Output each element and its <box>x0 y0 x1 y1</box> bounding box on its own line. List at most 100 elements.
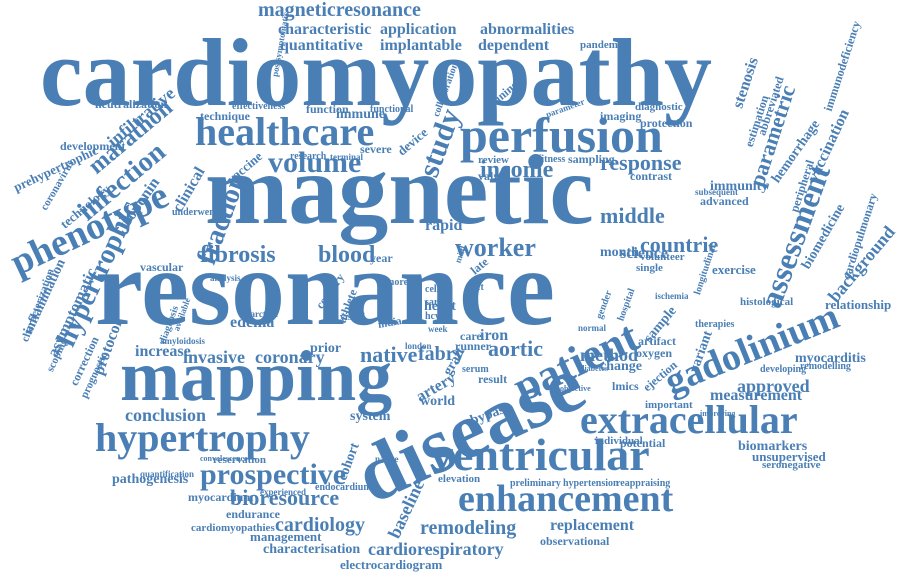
word-prospective: prospective <box>200 458 347 491</box>
word-therapies: therapies <box>695 319 735 330</box>
word-histological: histological <box>740 296 794 308</box>
word-gender: gender <box>594 289 615 321</box>
word-review: review <box>478 154 509 166</box>
word-function: function <box>306 102 349 116</box>
word-volunteer: volunteer <box>640 251 685 263</box>
word-system: system <box>350 409 391 424</box>
word-effectiveness: effectiveness <box>232 101 286 112</box>
word-world: world <box>420 394 455 409</box>
word-ventricular: ventricular <box>430 429 650 480</box>
word-quantification: quantification <box>140 469 195 479</box>
word-diabetes: diabetes <box>580 364 608 373</box>
word-bioresource: bioresource <box>230 485 340 510</box>
word-measurement: measurement <box>710 387 803 404</box>
word-electrocardiogram: electrocardiogram <box>340 557 443 572</box>
word-amyloidosis: amyloidosis <box>160 336 206 346</box>
word-countrie: countrie <box>640 232 719 257</box>
word-coronary: coronary <box>255 347 325 367</box>
word-seronegative: seronegative <box>762 459 821 471</box>
word-visual: visual <box>340 312 366 323</box>
word-cardiology: cardiology <box>275 514 365 536</box>
word-invasive: invasive <box>183 347 246 367</box>
word-runner: runner <box>455 339 491 353</box>
word-myocardium: myocardium <box>188 490 254 504</box>
word-characterisation: characterisation <box>263 542 361 557</box>
word-cell: cell <box>425 284 440 295</box>
word-hypertension: hypertension <box>563 478 619 489</box>
word-serum: serum <box>462 364 489 375</box>
word-immune: immune <box>336 107 385 122</box>
word-replacement: replacement <box>550 517 635 534</box>
word-heart: heart <box>424 299 456 314</box>
word-rapid: rapid <box>425 217 463 234</box>
word-dependent: dependent <box>478 37 550 54</box>
word-year: year <box>370 251 393 265</box>
word-more: more <box>386 277 409 288</box>
word-relationship: relationship <box>825 297 892 312</box>
word-mapping: mapping <box>120 336 393 416</box>
word-month: month <box>600 245 639 260</box>
word-extracellular: extracellular <box>580 397 798 442</box>
word-convalescence: convalescence <box>200 454 248 463</box>
word-science: science <box>620 245 668 262</box>
word-severe: severe <box>360 142 392 156</box>
word-implantable: implantable <box>380 37 462 54</box>
word-sar: sar <box>425 297 439 308</box>
word-london: london <box>405 341 432 351</box>
word-potential: potential <box>620 436 666 450</box>
word-characteristic: characteristic <box>278 21 372 38</box>
word-technique: technique <box>200 109 251 123</box>
word-important: important <box>645 399 693 411</box>
word-cardiomyopathy: cardiomyopathy <box>40 19 712 126</box>
word-middle: middle <box>600 203 665 228</box>
word-management: management <box>250 529 322 544</box>
word-fitness: fitness <box>538 154 566 165</box>
word-sampling: sampling <box>568 152 615 166</box>
word-analysis: analysis <box>210 273 241 283</box>
word-fabry: fabry <box>418 343 465 365</box>
word-worker: worker <box>455 233 536 262</box>
word-income: income <box>480 157 554 183</box>
word-immunity: immunity <box>710 179 769 194</box>
word-pandemic: pandemic <box>580 39 626 51</box>
word-research: research <box>290 151 327 162</box>
word-individual: individual <box>595 435 643 447</box>
word-result: result <box>478 372 508 386</box>
word-immunodeficiency: immunodeficiency <box>820 19 864 113</box>
word-application: application <box>380 21 457 38</box>
word-valve: valve <box>478 169 505 183</box>
word-functional: functional <box>370 104 414 115</box>
word-improving: improving <box>700 409 736 418</box>
word-diagnostic: diagnostic <box>635 101 683 113</box>
word-endocardium: endocardium <box>315 482 372 493</box>
word-normal: normal <box>578 323 606 333</box>
word-lmics: lmics <box>612 379 639 393</box>
word-developing: developing <box>760 364 807 375</box>
word-contrast: contrast <box>630 169 672 183</box>
word-development: development <box>60 139 126 153</box>
word-unsupervised: unsupervised <box>752 449 826 464</box>
word-neutralization: neutralization <box>95 97 167 111</box>
word-healthcare: healthcare <box>195 109 375 154</box>
word-hypertrophy: hypertrophy <box>95 415 310 460</box>
word-resonance: resonance <box>95 229 555 348</box>
word-care: care <box>460 329 482 343</box>
word-abnormalities: abnormalities <box>480 21 575 38</box>
word-infarction: infarction <box>240 309 278 319</box>
word-volume: volume <box>268 146 362 179</box>
word-week: week <box>428 324 448 334</box>
word-advanced: advanced <box>700 194 749 208</box>
word-observational: observational <box>540 534 610 548</box>
word-edema: edema <box>230 314 275 331</box>
word-pathogenesis: pathogenesis <box>112 472 189 487</box>
word-conclusion: conclusion <box>125 405 207 425</box>
word-aortic: aortic <box>488 336 543 361</box>
word-quantitative: quantitative <box>280 37 363 54</box>
word-increase: increase <box>135 343 191 360</box>
word-native: native <box>360 342 418 367</box>
word-underwent: underwent <box>172 207 219 218</box>
word-protection: protection <box>640 116 693 130</box>
word-oxygen: oxygen <box>636 346 672 360</box>
word-cardiomyopathies: cardiomyopathies <box>191 522 275 534</box>
